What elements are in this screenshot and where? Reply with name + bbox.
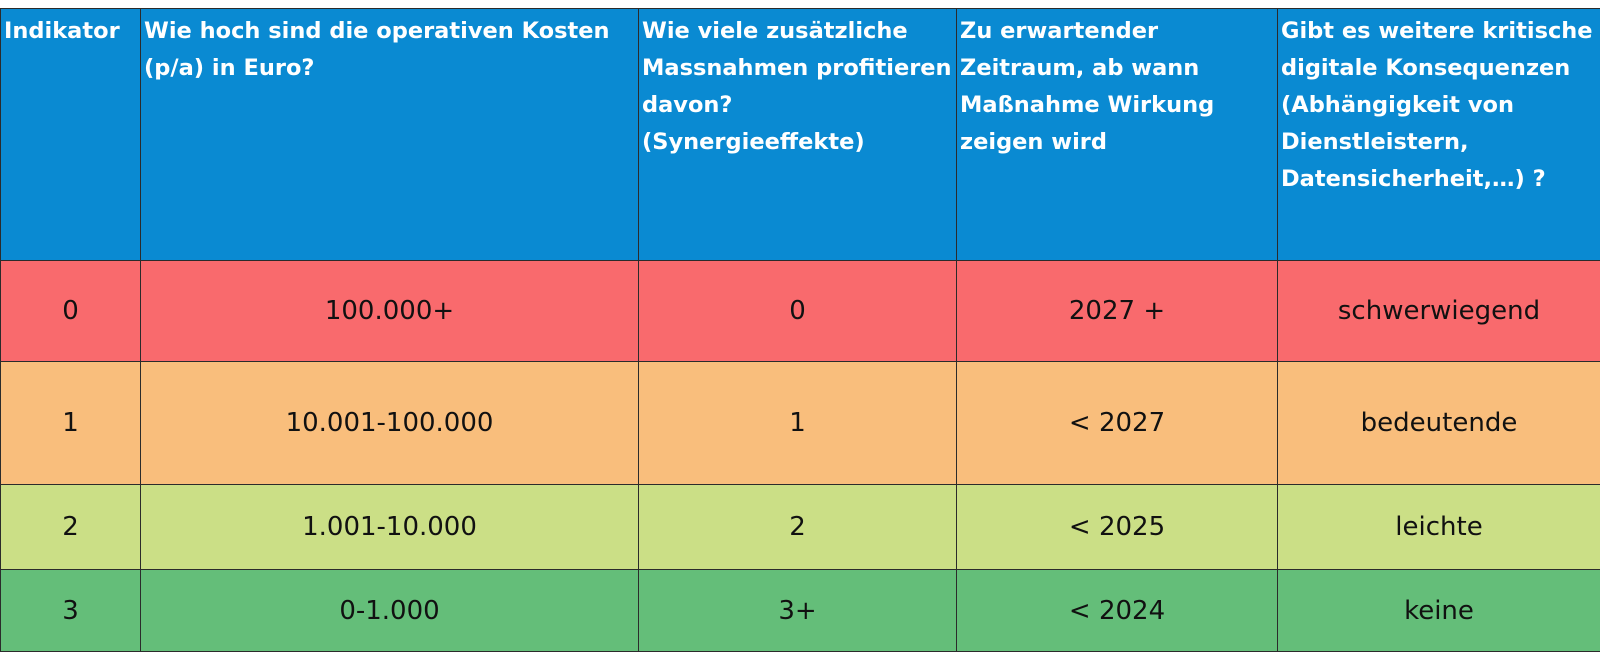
- indicator-table-container: Indikator Wie hoch sind die operativen K…: [0, 8, 1600, 652]
- header-operative-kosten: Wie hoch sind die operativen Kosten (p/a…: [140, 8, 639, 261]
- indicator-table: Indikator Wie hoch sind die operativen K…: [0, 8, 1600, 652]
- header-zeitraum: Zu erwartender Zeitraum, ab wann Maßnahm…: [956, 8, 1278, 261]
- table-header-row: Indikator Wie hoch sind die operativen K…: [0, 8, 1600, 261]
- cell-kosten: 1.001-10.000: [140, 484, 639, 570]
- cell-synergie: 3+: [638, 569, 957, 652]
- header-indikator: Indikator: [0, 8, 141, 261]
- cell-synergie: 0: [638, 260, 957, 362]
- cell-indikator: 0: [0, 260, 141, 362]
- cell-indikator: 1: [0, 361, 141, 485]
- header-digitale-konsequenzen: Gibt es weitere kritische digitale Konse…: [1277, 8, 1600, 261]
- cell-konsequenzen: leichte: [1277, 484, 1600, 570]
- cell-synergie: 2: [638, 484, 957, 570]
- cell-konsequenzen: schwerwiegend: [1277, 260, 1600, 362]
- cell-kosten: 10.001-100.000: [140, 361, 639, 485]
- cell-indikator: 2: [0, 484, 141, 570]
- table-row: 0 100.000+ 0 2027 + schwerwiegend: [0, 260, 1600, 362]
- cell-kosten: 100.000+: [140, 260, 639, 362]
- table-row: 1 10.001-100.000 1 < 2027 bedeutende: [0, 361, 1600, 485]
- table-row: 3 0-1.000 3+ < 2024 keine: [0, 569, 1600, 652]
- cell-konsequenzen: keine: [1277, 569, 1600, 652]
- cell-zeitraum: < 2024: [956, 569, 1278, 652]
- cell-indikator: 3: [0, 569, 141, 652]
- table-row: 2 1.001-10.000 2 < 2025 leichte: [0, 484, 1600, 570]
- header-synergieeffekte: Wie viele zusätzliche Massnahmen profiti…: [638, 8, 957, 261]
- cell-kosten: 0-1.000: [140, 569, 639, 652]
- cell-konsequenzen: bedeutende: [1277, 361, 1600, 485]
- cell-zeitraum: 2027 +: [956, 260, 1278, 362]
- cell-zeitraum: < 2025: [956, 484, 1278, 570]
- cell-synergie: 1: [638, 361, 957, 485]
- cell-zeitraum: < 2027: [956, 361, 1278, 485]
